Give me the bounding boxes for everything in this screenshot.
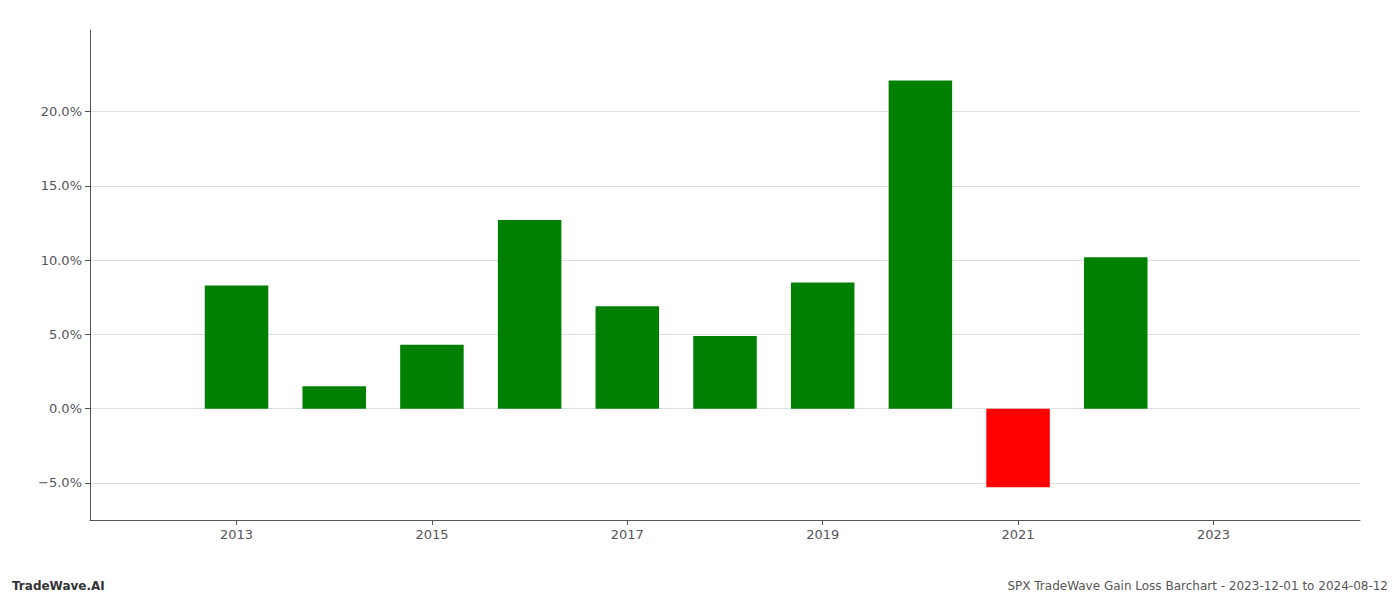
svg-text:SPX TradeWave Gain Loss Barcha: SPX TradeWave Gain Loss Barchart - 2023-… <box>1007 579 1388 593</box>
svg-text:2017: 2017 <box>611 527 644 542</box>
svg-text:0.0%: 0.0% <box>49 401 82 416</box>
svg-text:2013: 2013 <box>220 527 253 542</box>
svg-text:TradeWave.AI: TradeWave.AI <box>12 579 105 593</box>
svg-text:−5.0%: −5.0% <box>38 475 82 490</box>
svg-text:10.0%: 10.0% <box>41 253 82 268</box>
svg-text:15.0%: 15.0% <box>41 178 82 193</box>
svg-text:2021: 2021 <box>1002 527 1035 542</box>
svg-text:20.0%: 20.0% <box>41 104 82 119</box>
svg-text:2019: 2019 <box>806 527 839 542</box>
svg-text:5.0%: 5.0% <box>49 327 82 342</box>
svg-text:2023: 2023 <box>1197 527 1230 542</box>
svg-text:2015: 2015 <box>415 527 448 542</box>
